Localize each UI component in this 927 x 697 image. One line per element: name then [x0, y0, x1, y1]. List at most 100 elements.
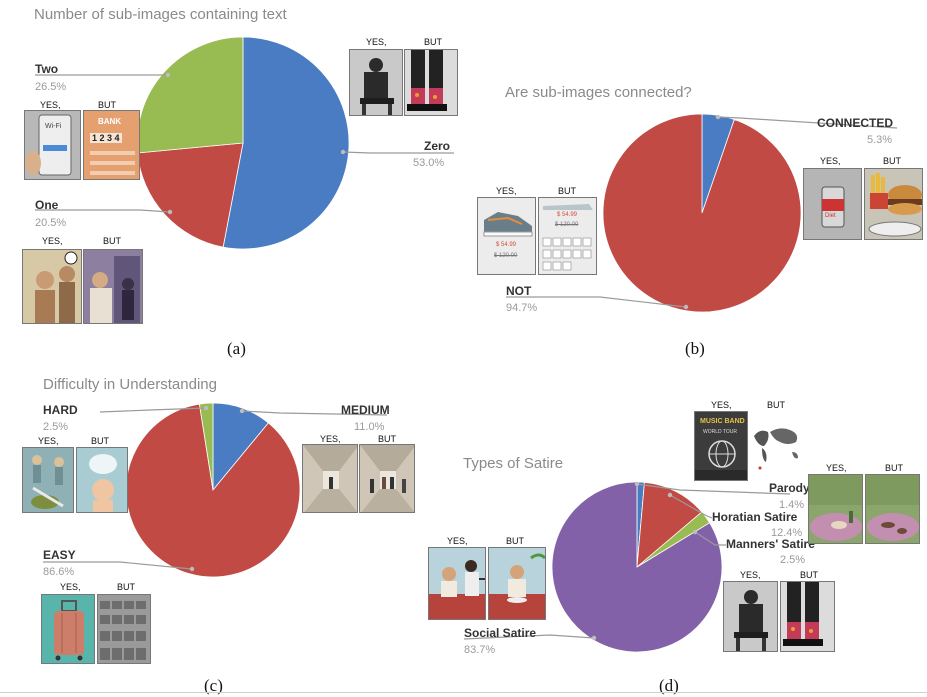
- price-old: $ 120.00: [494, 253, 518, 259]
- slice-label-connected: CONNECTED: [817, 116, 894, 130]
- tag-yes: YES,: [820, 156, 841, 166]
- tag-yes: YES,: [366, 37, 387, 47]
- comic-picnic-b: [865, 474, 920, 544]
- slice-label-manners: Manners' Satire: [726, 537, 815, 551]
- leader-dot: [591, 635, 597, 641]
- pie-slice-zero: [222, 36, 350, 250]
- slice-pct-hard: 2.5%: [43, 421, 69, 433]
- tour-text: WORLD TOUR: [703, 429, 737, 435]
- comic-man-sitting-2: [723, 581, 778, 652]
- bottom-rule: [0, 692, 927, 693]
- leader-dot: [692, 529, 698, 535]
- leader-line: [35, 209, 171, 213]
- tag-but: BUT: [117, 582, 135, 592]
- comic-world-map: [749, 411, 803, 481]
- tag-but: BUT: [424, 37, 442, 47]
- comic-crowd-concert: [22, 249, 82, 324]
- comic-rows-of-suitcases: [97, 594, 151, 664]
- slice-pct-manners: 2.5%: [780, 554, 806, 566]
- leader-dot: [165, 72, 171, 78]
- comic-bank-keypad: BANK 1 2 3 4: [83, 110, 140, 180]
- comic-size-selector: $ 54.99 $ 120.00: [538, 197, 597, 275]
- leader-dot: [167, 209, 173, 215]
- leader-dot: [203, 405, 209, 411]
- pie-slice-hard: [198, 402, 214, 491]
- tag-yes: YES,: [40, 100, 61, 110]
- tag-but: BUT: [885, 463, 903, 473]
- pie-slice-social-satire: [551, 481, 723, 653]
- slice-pct-not: 94.7%: [506, 302, 538, 314]
- tag-yes: YES,: [320, 434, 341, 444]
- leader-line: [43, 561, 193, 570]
- slice-pct-horatian: 12.4%: [771, 527, 803, 539]
- comic-man-sitting: [349, 49, 403, 116]
- leader-line: [669, 494, 713, 519]
- chart-a-title: Number of sub-images containing text: [34, 6, 287, 23]
- tag-but: BUT: [883, 156, 901, 166]
- slice-label-easy: EASY: [43, 548, 76, 562]
- slice-pct-parody: 1.4%: [779, 499, 805, 511]
- caption-b: (b): [685, 339, 705, 358]
- comic-socks-2: [780, 581, 835, 652]
- slice-label-one: One: [35, 198, 59, 212]
- leader-dot: [634, 481, 640, 487]
- bank-text: BANK: [98, 117, 122, 126]
- leader-dot: [667, 492, 673, 498]
- leader-dot: [683, 304, 689, 310]
- leader-dot: [340, 149, 346, 155]
- tag-yes: YES,: [38, 436, 59, 446]
- tag-yes: YES,: [711, 400, 732, 410]
- comic-picnic-a: [808, 474, 863, 544]
- comic-corridor-crowd: [359, 444, 415, 513]
- slice-label-two: Two: [35, 62, 59, 76]
- chart-c-title: Difficulty in Understanding: [43, 376, 217, 393]
- tag-but: BUT: [91, 436, 109, 446]
- comic-diner: [488, 547, 546, 620]
- leader-line: [717, 116, 898, 129]
- leader-line: [506, 296, 687, 308]
- keypad-digits: 1 2 3 4: [90, 133, 122, 143]
- comic-band-poster: MUSIC BAND WORLD TOUR: [694, 411, 748, 481]
- caption-c: (c): [204, 676, 223, 695]
- leader-line: [636, 483, 791, 495]
- comic-phone-wifi: Wi-Fi: [24, 110, 81, 180]
- comic-waiter: [428, 547, 486, 620]
- slice-pct-easy: 86.6%: [43, 566, 75, 578]
- tag-but: BUT: [558, 186, 576, 196]
- slice-label-hard: HARD: [43, 403, 78, 417]
- comic-diet-can: Diet: [803, 168, 862, 240]
- leader-line: [241, 410, 388, 416]
- slice-label-not: NOT: [506, 284, 532, 298]
- slice-pct-social: 83.7%: [464, 644, 496, 656]
- slice-pct-connected: 5.3%: [867, 134, 893, 146]
- leader-line: [342, 151, 454, 154]
- price-new: $ 54.99: [496, 242, 517, 248]
- tag-but: BUT: [98, 100, 116, 110]
- slice-label-parody: Parody: [769, 481, 810, 495]
- slice-pct-medium: 11.0%: [354, 421, 385, 433]
- tag-yes: YES,: [42, 236, 63, 246]
- comic-dancing-people: [22, 447, 74, 513]
- can-text: Diet: [825, 213, 836, 219]
- comic-suitcase: [41, 594, 95, 664]
- tag-yes: YES,: [740, 570, 761, 580]
- slice-label-horatian: Horatian Satire: [712, 510, 798, 524]
- leader-dot: [239, 408, 245, 414]
- comic-burger-fries: [864, 168, 923, 240]
- slice-pct-two: 26.5%: [35, 81, 67, 93]
- pie-slice-two: [136, 36, 244, 154]
- chart-b-title: Are sub-images connected?: [505, 84, 692, 101]
- tag-but: BUT: [767, 400, 785, 410]
- band-text: MUSIC BAND: [700, 418, 745, 425]
- tag-but: BUT: [506, 536, 524, 546]
- chart-d-title: Types of Satire: [463, 455, 564, 472]
- leader-line: [694, 531, 726, 546]
- price-new: $ 54.99: [557, 212, 578, 218]
- comic-socks: [404, 49, 458, 116]
- leader-dot: [715, 114, 721, 120]
- tag-yes: YES,: [447, 536, 468, 546]
- tag-yes: YES,: [496, 186, 517, 196]
- comic-sneaker-price: $ 54.99 $ 120.00: [477, 197, 536, 275]
- tag-but: BUT: [800, 570, 818, 580]
